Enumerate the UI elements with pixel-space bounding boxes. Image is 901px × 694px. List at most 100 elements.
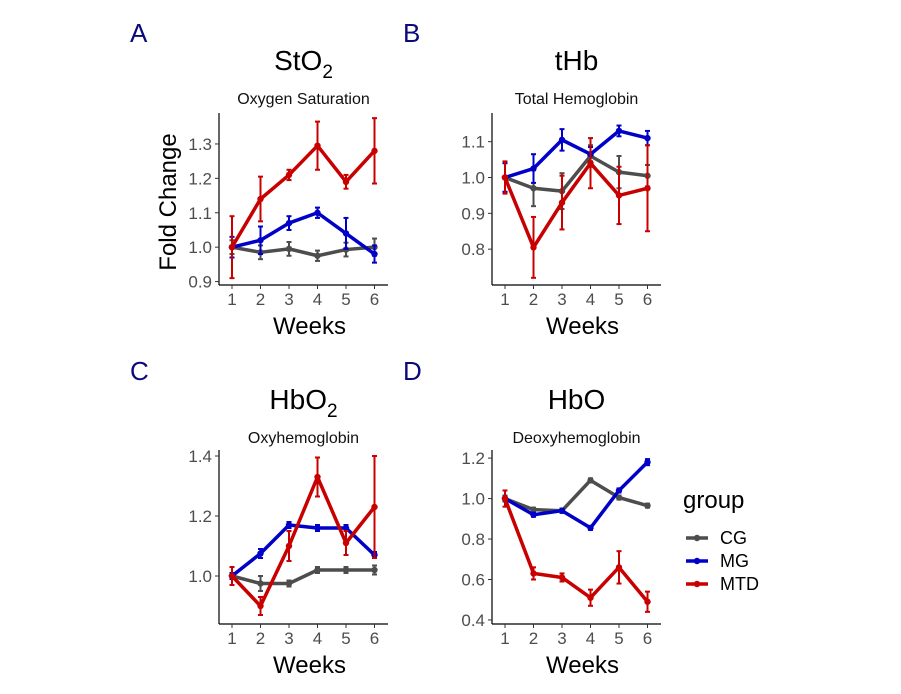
x-axis-label: Weeks bbox=[546, 652, 619, 679]
chart-title-subscript: 2 bbox=[327, 401, 338, 422]
data-point bbox=[285, 245, 293, 253]
x-tick-label: 3 bbox=[284, 290, 293, 309]
x-tick-label: 2 bbox=[256, 629, 265, 648]
data-point bbox=[530, 511, 537, 518]
data-point bbox=[257, 550, 264, 557]
data-point bbox=[587, 594, 594, 601]
x-tick-label: 5 bbox=[341, 290, 350, 309]
y-tick-label: 1.1 bbox=[188, 204, 212, 223]
data-point bbox=[371, 503, 378, 511]
panel-letter: C bbox=[130, 356, 149, 386]
data-point bbox=[558, 136, 566, 144]
series-line bbox=[503, 129, 650, 180]
series-line bbox=[503, 478, 650, 513]
legend-label: MG bbox=[720, 551, 749, 571]
data-point bbox=[314, 142, 321, 149]
chart-title-subscript: 2 bbox=[322, 62, 333, 83]
x-tick-label: 6 bbox=[370, 629, 379, 648]
data-point bbox=[314, 524, 321, 532]
y-tick-label: 0.8 bbox=[461, 240, 485, 259]
data-point bbox=[615, 494, 623, 501]
data-point bbox=[342, 566, 350, 574]
chart-subtitle: Deoxyhemoglobin bbox=[512, 430, 640, 447]
y-tick-label: 1.0 bbox=[461, 169, 485, 188]
legend-item-mg: MG bbox=[686, 551, 749, 571]
y-axis-label: Fold Change bbox=[155, 133, 182, 270]
data-point bbox=[314, 566, 321, 574]
y-tick-label: 1.1 bbox=[461, 133, 485, 152]
data-point bbox=[615, 127, 623, 135]
series-line bbox=[230, 475, 377, 608]
data-point bbox=[314, 209, 321, 216]
data-point bbox=[342, 178, 350, 185]
data-point bbox=[530, 165, 537, 172]
data-point bbox=[615, 564, 623, 571]
data-point bbox=[342, 230, 350, 237]
y-tick-label: 0.6 bbox=[461, 570, 485, 589]
data-point bbox=[257, 237, 264, 244]
chart-subtitle: Oxyhemoglobin bbox=[248, 430, 359, 447]
y-tick-label: 1.2 bbox=[188, 169, 212, 188]
legend-swatch-point bbox=[693, 534, 701, 542]
data-point bbox=[587, 524, 594, 532]
data-point bbox=[530, 506, 537, 513]
x-tick-label: 4 bbox=[313, 290, 322, 309]
x-tick-label: 5 bbox=[614, 629, 623, 648]
y-tick-label: 1.4 bbox=[188, 447, 212, 466]
y-tick-label: 1.0 bbox=[461, 490, 485, 509]
series-line bbox=[230, 523, 377, 578]
panel-letter: D bbox=[403, 356, 422, 386]
panel-letter: A bbox=[130, 18, 148, 48]
series-line bbox=[503, 161, 650, 250]
chart-title-main: StO bbox=[274, 45, 322, 76]
series-mtd bbox=[501, 489, 651, 613]
chart-subtitle: Total Hemoglobin bbox=[515, 91, 639, 108]
data-point bbox=[342, 539, 350, 547]
legend-item-cg: CG bbox=[686, 528, 747, 548]
data-point bbox=[371, 147, 378, 155]
data-point bbox=[558, 574, 566, 581]
data-point bbox=[285, 171, 293, 179]
panel-letter: B bbox=[403, 18, 420, 48]
x-tick-label: 3 bbox=[557, 290, 566, 309]
chart-title: StO2 bbox=[274, 45, 333, 83]
x-tick-label: 2 bbox=[256, 290, 265, 309]
series-line bbox=[230, 568, 377, 586]
series-mtd bbox=[228, 117, 378, 280]
series-mtd bbox=[501, 137, 651, 279]
y-tick-label: 0.9 bbox=[188, 273, 212, 292]
data-point bbox=[644, 458, 651, 466]
chart-title-main: tHb bbox=[555, 45, 599, 76]
chart-title: tHb bbox=[555, 45, 599, 76]
x-tick-label: 1 bbox=[500, 290, 509, 309]
y-tick-label: 0.4 bbox=[461, 611, 485, 630]
data-point bbox=[587, 159, 594, 167]
data-point bbox=[228, 243, 236, 251]
series-line bbox=[503, 154, 650, 193]
data-point bbox=[530, 244, 537, 251]
x-tick-label: 4 bbox=[586, 290, 595, 309]
legend-swatch-point bbox=[693, 580, 701, 588]
data-point bbox=[285, 521, 293, 529]
y-tick-label: 0.9 bbox=[461, 204, 485, 223]
data-point bbox=[615, 487, 623, 494]
y-tick-label: 1.0 bbox=[188, 567, 212, 586]
y-tick-label: 1.0 bbox=[188, 238, 212, 257]
x-tick-label: 1 bbox=[500, 629, 509, 648]
x-tick-label: 5 bbox=[341, 629, 350, 648]
x-tick-label: 5 bbox=[614, 290, 623, 309]
data-point bbox=[644, 185, 651, 192]
series-mg bbox=[228, 206, 378, 264]
data-point bbox=[558, 507, 566, 514]
series-line bbox=[230, 245, 377, 258]
data-point bbox=[257, 602, 264, 610]
series-cg bbox=[501, 144, 651, 211]
x-axis-label: Weeks bbox=[273, 652, 346, 679]
y-tick-label: 0.8 bbox=[461, 530, 485, 549]
x-tick-label: 6 bbox=[643, 629, 652, 648]
chart-subtitle: Oxygen Saturation bbox=[237, 91, 370, 108]
data-point bbox=[285, 219, 293, 227]
